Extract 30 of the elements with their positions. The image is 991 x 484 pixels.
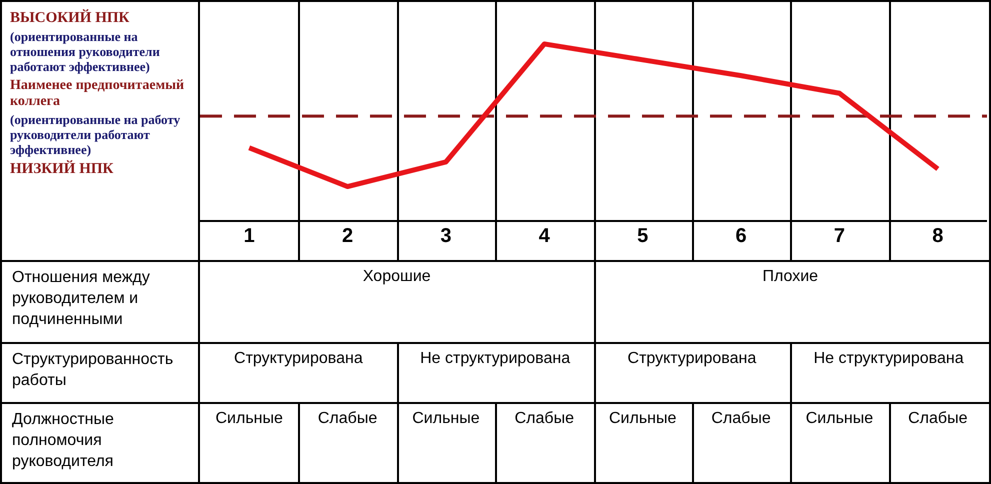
text: Должностные полномочия руководителя [12, 410, 115, 472]
text: Отношения между руководителем и подчиненными [12, 268, 151, 330]
text: Структурированность работы [12, 350, 174, 391]
text: Не структурирована [812, 350, 965, 368]
text: Слабые [907, 410, 968, 428]
text: (ориентированные на работу руководители работают эффективнее) [10, 112, 182, 158]
text: НИЗКИЙ НПК [10, 161, 114, 178]
text: Структурирована [233, 350, 364, 368]
x-tick-label: 2 [342, 225, 354, 248]
text: ВЫСОКИЙ НПК [10, 10, 130, 28]
x-tick-label: 3 [440, 225, 452, 248]
x-tick-label: 6 [736, 225, 747, 248]
text: Сильные [214, 410, 284, 428]
x-tick-label: 5 [637, 225, 648, 248]
text: Слабые [710, 410, 772, 428]
x-tick-label: 1 [244, 225, 255, 248]
y-axis-title: Наименее предпочитаемый коллега [10, 78, 186, 110]
text: Сильные [608, 410, 678, 428]
x-tick-label: 4 [538, 225, 551, 248]
text: Хорошие [362, 268, 432, 286]
x-tick-label: 8 [932, 225, 944, 248]
x-tick-label: 7 [834, 225, 845, 248]
text: (ориентированные на отношения руководители работают эффективнее) [10, 29, 161, 76]
text: Плохие [761, 268, 820, 286]
text: Слабые [514, 410, 575, 428]
text: Не структурирована [419, 350, 572, 368]
text: Сильные [411, 410, 481, 428]
text: Слабые [316, 410, 378, 428]
text: Сильные [804, 410, 874, 428]
text: Структурирована [626, 350, 758, 368]
